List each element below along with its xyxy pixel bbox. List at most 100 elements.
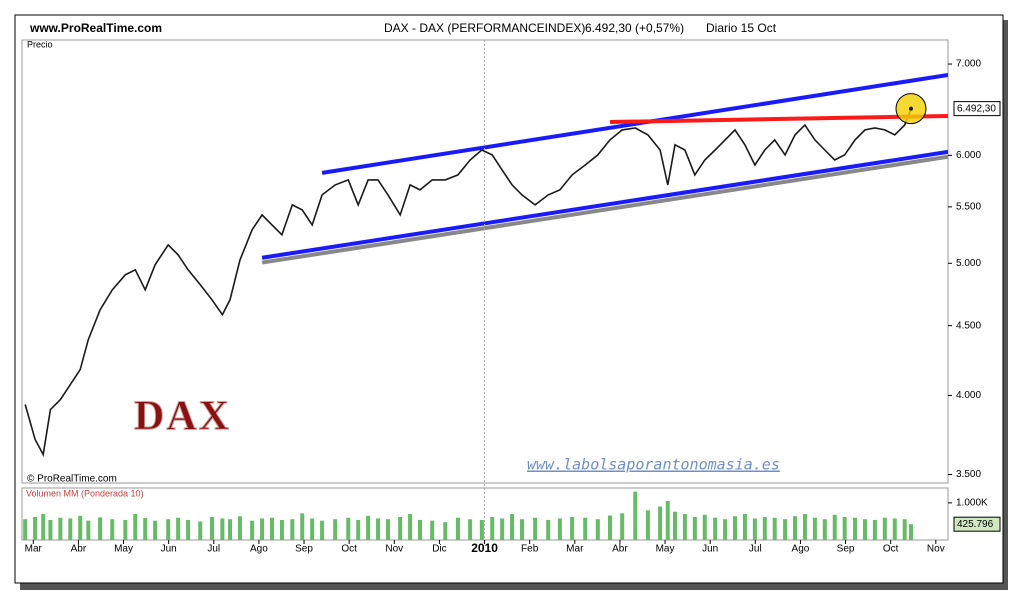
volume-bar <box>902 519 907 540</box>
volume-bar <box>86 520 91 540</box>
trendline <box>261 154 948 265</box>
volume-bar <box>366 515 371 540</box>
volume-bar <box>520 519 525 540</box>
volume-bar <box>853 517 858 540</box>
volume-bar <box>583 517 588 540</box>
volume-bar <box>570 516 575 540</box>
volume-bar <box>546 519 551 540</box>
x-tick-label: May <box>656 544 675 555</box>
volume-bar <box>645 510 650 540</box>
volume-bar <box>633 491 638 540</box>
volume-bar <box>702 514 707 540</box>
volume-bar <box>672 511 677 540</box>
volume-bar <box>608 515 613 540</box>
value-label-box <box>953 516 1001 532</box>
volume-bar <box>762 516 767 540</box>
volume-bar <box>408 514 413 540</box>
header-title: DAX - DAX (PERFORMANCEINDEX) <box>384 21 585 35</box>
volume-bar <box>713 517 718 540</box>
volume-bar <box>356 519 361 540</box>
watermark: DAX <box>134 394 231 440</box>
volume-bar <box>892 518 897 540</box>
volume-bar <box>398 516 403 540</box>
volume-bar <box>260 518 265 540</box>
x-tick-label: Mar <box>566 544 584 555</box>
volume-bar <box>595 519 600 540</box>
x-tick-label: 2010 <box>471 541 498 555</box>
volume-bar <box>166 519 171 540</box>
x-tick-label: Dic <box>432 544 446 555</box>
volume-bar <box>250 520 255 540</box>
value-label: 425.796 <box>957 519 994 530</box>
y-tick-label: 5.000 <box>956 258 981 269</box>
volume-bar <box>176 517 181 540</box>
x-tick-label: Oct <box>883 544 899 555</box>
volume-bar <box>133 514 138 540</box>
volume-bar <box>209 516 214 540</box>
volume-bar <box>310 518 315 540</box>
volume-bar <box>733 516 738 540</box>
volume-bar <box>620 513 625 540</box>
volume-bar <box>418 519 423 540</box>
volume-bar <box>430 520 435 540</box>
volume-bar <box>822 519 827 540</box>
value-label: 6.492,30 <box>957 103 996 114</box>
x-tick-label: Abr <box>71 544 87 555</box>
volume-bar <box>455 517 460 540</box>
volume-bar <box>228 519 233 540</box>
volume-bar <box>68 518 73 540</box>
volume-bar <box>882 517 887 540</box>
volume-bar <box>270 517 275 540</box>
x-tick-label: Jul <box>749 544 762 555</box>
value-label-box <box>953 101 1001 117</box>
y-tick-label: 4.000 <box>956 390 981 401</box>
volume-bar <box>385 519 390 540</box>
volume-bar <box>793 516 798 540</box>
volume-bar <box>300 513 305 540</box>
price-line <box>24 108 912 457</box>
volume-bar <box>186 519 191 540</box>
volume-bar <box>153 520 158 540</box>
volume-bar <box>752 518 757 540</box>
trendline <box>321 72 948 175</box>
volume-bar <box>500 518 505 540</box>
x-tick-label: Ago <box>250 544 268 555</box>
x-tick-label: Sep <box>295 544 313 555</box>
last-point <box>908 106 913 111</box>
volume-bar <box>290 519 295 540</box>
volume-bar <box>533 517 538 540</box>
x-tick-label: Nov <box>385 544 403 555</box>
x-tick-label: Mar <box>25 544 43 555</box>
trendline <box>261 149 948 260</box>
volume-bar <box>58 517 63 540</box>
volume-bar <box>443 522 448 540</box>
volume-bar <box>658 506 663 540</box>
volume-bar <box>862 519 867 540</box>
volume-bar <box>98 517 103 540</box>
volume-bar <box>812 517 817 540</box>
volume-bar <box>123 519 128 540</box>
volume-bar <box>490 516 495 540</box>
volume-bar <box>143 518 148 540</box>
x-tick-label: Abr <box>612 544 628 555</box>
volume-bar <box>682 514 687 540</box>
x-tick-label: Feb <box>521 544 539 555</box>
volume-bar <box>842 516 847 540</box>
y-tick-label: 4.500 <box>956 320 981 331</box>
volume-bar <box>742 514 747 540</box>
header-change: 6.492,30 (+0,57%) <box>585 21 684 35</box>
header-period: Diario 15 Oct <box>706 21 777 35</box>
volume-bar <box>110 519 115 540</box>
y-tick-label: 5.500 <box>956 201 981 212</box>
x-tick-label: Sep <box>837 544 855 555</box>
x-tick-label: Nov <box>927 544 945 555</box>
volume-bar <box>665 501 670 540</box>
volume-bar <box>41 514 46 540</box>
volume-bar <box>510 514 515 540</box>
volume-bar <box>783 519 788 540</box>
volume-bar <box>468 519 473 540</box>
y-tick-label: 6.000 <box>956 150 981 161</box>
url-watermark: www.labolsaporantonomasia.es <box>527 456 780 474</box>
